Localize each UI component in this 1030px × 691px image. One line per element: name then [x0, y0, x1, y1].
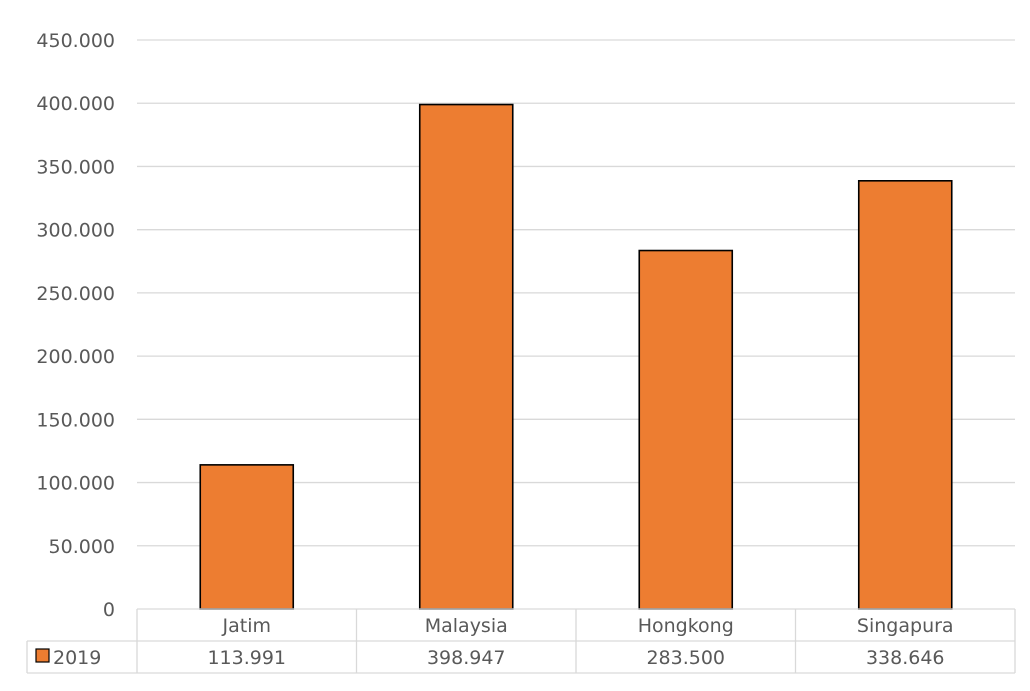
bar — [857, 180, 953, 610]
y-tick-label: 300.000 — [36, 220, 115, 242]
category-label: Malaysia — [425, 615, 508, 637]
y-tick-label: 250.000 — [36, 283, 115, 305]
y-tick-label: 100.000 — [36, 473, 115, 495]
data-table: Jatim 113.991 Malaysia 398.947 Hongkong 283.5… — [26, 608, 1016, 674]
y-axis-tick-labels: 0 50.000 100.000 150.000 200.000 250.000 300.0… — [36, 30, 115, 621]
bars — [199, 103, 953, 610]
data-table-value: 283.500 — [646, 647, 725, 669]
bar — [638, 249, 734, 610]
y-tick-label: 400.000 — [36, 93, 115, 115]
legend-series-name: 2019 — [53, 647, 101, 669]
category-label: Hongkong — [638, 615, 734, 637]
y-tick-label: 450.000 — [36, 30, 115, 52]
data-table-value: 338.646 — [866, 647, 945, 669]
legend-swatch — [35, 648, 50, 663]
y-tick-label: 0 — [103, 599, 115, 621]
bar — [418, 103, 514, 610]
y-tick-label: 50.000 — [49, 536, 115, 558]
data-table-value: 113.991 — [207, 647, 286, 669]
bar — [199, 464, 295, 610]
category-label: Jatim — [222, 615, 271, 637]
y-tick-label: 200.000 — [36, 346, 115, 368]
y-tick-label: 150.000 — [36, 409, 115, 431]
y-tick-label: 350.000 — [36, 156, 115, 178]
category-label: Singapura — [857, 615, 954, 637]
data-table-value: 398.947 — [427, 647, 506, 669]
